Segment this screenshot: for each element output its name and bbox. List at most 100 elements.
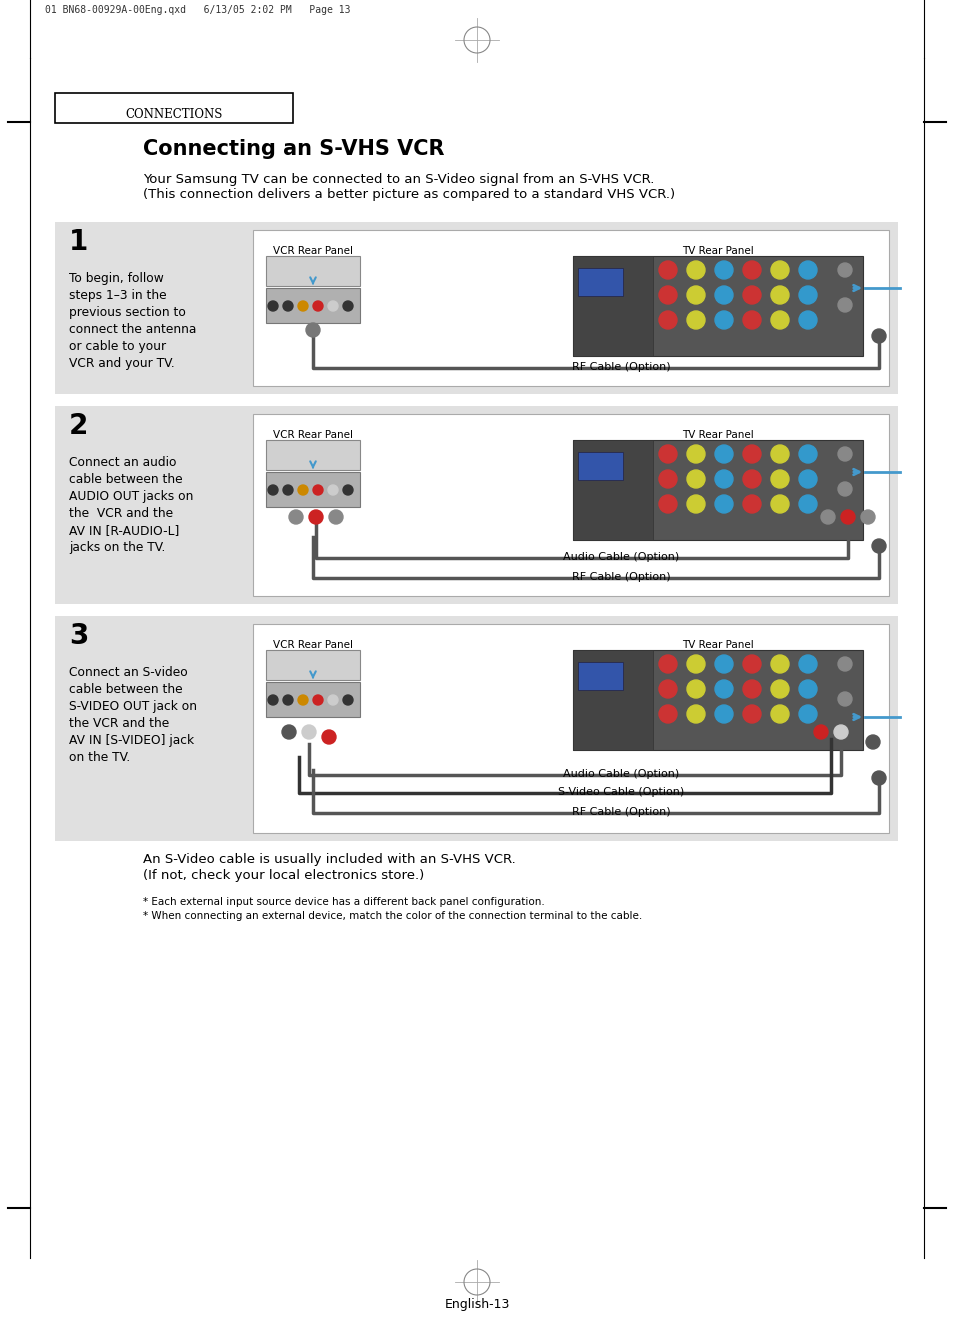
Circle shape [659, 311, 677, 330]
Circle shape [837, 298, 851, 312]
Circle shape [297, 485, 308, 494]
Circle shape [742, 286, 760, 304]
Text: 3: 3 [69, 622, 89, 650]
Circle shape [714, 704, 732, 723]
Circle shape [322, 730, 335, 744]
Circle shape [282, 726, 295, 739]
Circle shape [742, 445, 760, 462]
Circle shape [313, 300, 323, 311]
Bar [266, 440, 359, 470]
Circle shape [799, 470, 816, 488]
Circle shape [770, 311, 788, 330]
Text: VCR Rear Panel: VCR Rear Panel [273, 246, 353, 256]
Circle shape [742, 655, 760, 672]
Bar [253, 230, 888, 385]
Text: English-13: English-13 [444, 1298, 509, 1310]
Circle shape [841, 510, 854, 524]
Circle shape [328, 300, 337, 311]
Circle shape [659, 494, 677, 513]
Circle shape [302, 726, 315, 739]
Bar [55, 405, 897, 603]
Circle shape [343, 695, 353, 704]
Circle shape [837, 263, 851, 276]
Bar [253, 625, 888, 833]
Circle shape [686, 260, 704, 279]
Circle shape [714, 286, 732, 304]
Circle shape [268, 485, 277, 494]
Text: RF Cable (Option): RF Cable (Option) [571, 361, 670, 372]
Circle shape [742, 494, 760, 513]
Circle shape [770, 655, 788, 672]
Circle shape [799, 286, 816, 304]
Bar [55, 93, 293, 124]
Bar [55, 617, 897, 841]
Text: Your Samsung TV can be connected to an S-Video signal from an S-VHS VCR.: Your Samsung TV can be connected to an S… [143, 173, 654, 186]
Circle shape [742, 470, 760, 488]
Bar [573, 650, 652, 750]
Circle shape [770, 286, 788, 304]
Circle shape [742, 704, 760, 723]
Bar [253, 415, 888, 595]
Circle shape [306, 323, 319, 338]
Circle shape [833, 726, 847, 739]
Text: Audio Cable (Option): Audio Cable (Option) [562, 552, 679, 562]
Circle shape [328, 695, 337, 704]
Bar [573, 440, 652, 540]
Circle shape [799, 704, 816, 723]
Circle shape [770, 445, 788, 462]
Circle shape [686, 470, 704, 488]
Text: * Each external input source device has a different back panel configuration.: * Each external input source device has … [143, 897, 544, 906]
Circle shape [268, 300, 277, 311]
Circle shape [714, 260, 732, 279]
Circle shape [837, 447, 851, 461]
Circle shape [770, 470, 788, 488]
Text: (This connection delivers a better picture as compared to a standard VHS VCR.): (This connection delivers a better pictu… [143, 187, 675, 201]
Text: S-Video Cable (Option): S-Video Cable (Option) [558, 787, 683, 797]
Circle shape [861, 510, 874, 524]
Circle shape [659, 680, 677, 698]
Circle shape [659, 655, 677, 672]
Circle shape [283, 300, 293, 311]
Bar [266, 682, 359, 718]
Circle shape [343, 485, 353, 494]
Circle shape [770, 260, 788, 279]
Text: Audio Cable (Option): Audio Cable (Option) [562, 769, 679, 779]
Circle shape [714, 470, 732, 488]
Circle shape [799, 445, 816, 462]
Bar [55, 222, 897, 393]
Circle shape [313, 485, 323, 494]
Circle shape [837, 482, 851, 496]
Text: 01 BN68-00929A-00Eng.qxd   6/13/05 2:02 PM   Page 13: 01 BN68-00929A-00Eng.qxd 6/13/05 2:02 PM… [45, 5, 350, 15]
Text: 1: 1 [69, 229, 89, 256]
Text: (If not, check your local electronics store.): (If not, check your local electronics st… [143, 869, 424, 882]
Circle shape [799, 680, 816, 698]
Circle shape [686, 704, 704, 723]
Circle shape [686, 286, 704, 304]
Circle shape [742, 260, 760, 279]
Circle shape [837, 657, 851, 671]
Circle shape [659, 704, 677, 723]
Circle shape [313, 695, 323, 704]
Text: 2: 2 [69, 412, 89, 440]
Bar [573, 256, 862, 356]
Text: VCR Rear Panel: VCR Rear Panel [273, 641, 353, 650]
Circle shape [871, 540, 885, 553]
Circle shape [686, 494, 704, 513]
Circle shape [659, 470, 677, 488]
Bar [578, 452, 622, 480]
Text: An S-Video cable is usually included with an S-VHS VCR.: An S-Video cable is usually included wit… [143, 853, 516, 867]
Circle shape [813, 726, 827, 739]
Text: To begin, follow
steps 1–3 in the
previous section to
connect the antenna
or cab: To begin, follow steps 1–3 in the previo… [69, 272, 196, 369]
Circle shape [343, 300, 353, 311]
Circle shape [297, 695, 308, 704]
Circle shape [770, 494, 788, 513]
Circle shape [283, 485, 293, 494]
Circle shape [799, 311, 816, 330]
Bar [573, 256, 652, 356]
Circle shape [799, 655, 816, 672]
Circle shape [686, 655, 704, 672]
Circle shape [686, 445, 704, 462]
Circle shape [770, 680, 788, 698]
Text: Connect an S-video
cable between the
S-VIDEO OUT jack on
the VCR and the
AV IN [: Connect an S-video cable between the S-V… [69, 666, 196, 764]
Text: Connecting an S-VHS VCR: Connecting an S-VHS VCR [143, 140, 444, 159]
